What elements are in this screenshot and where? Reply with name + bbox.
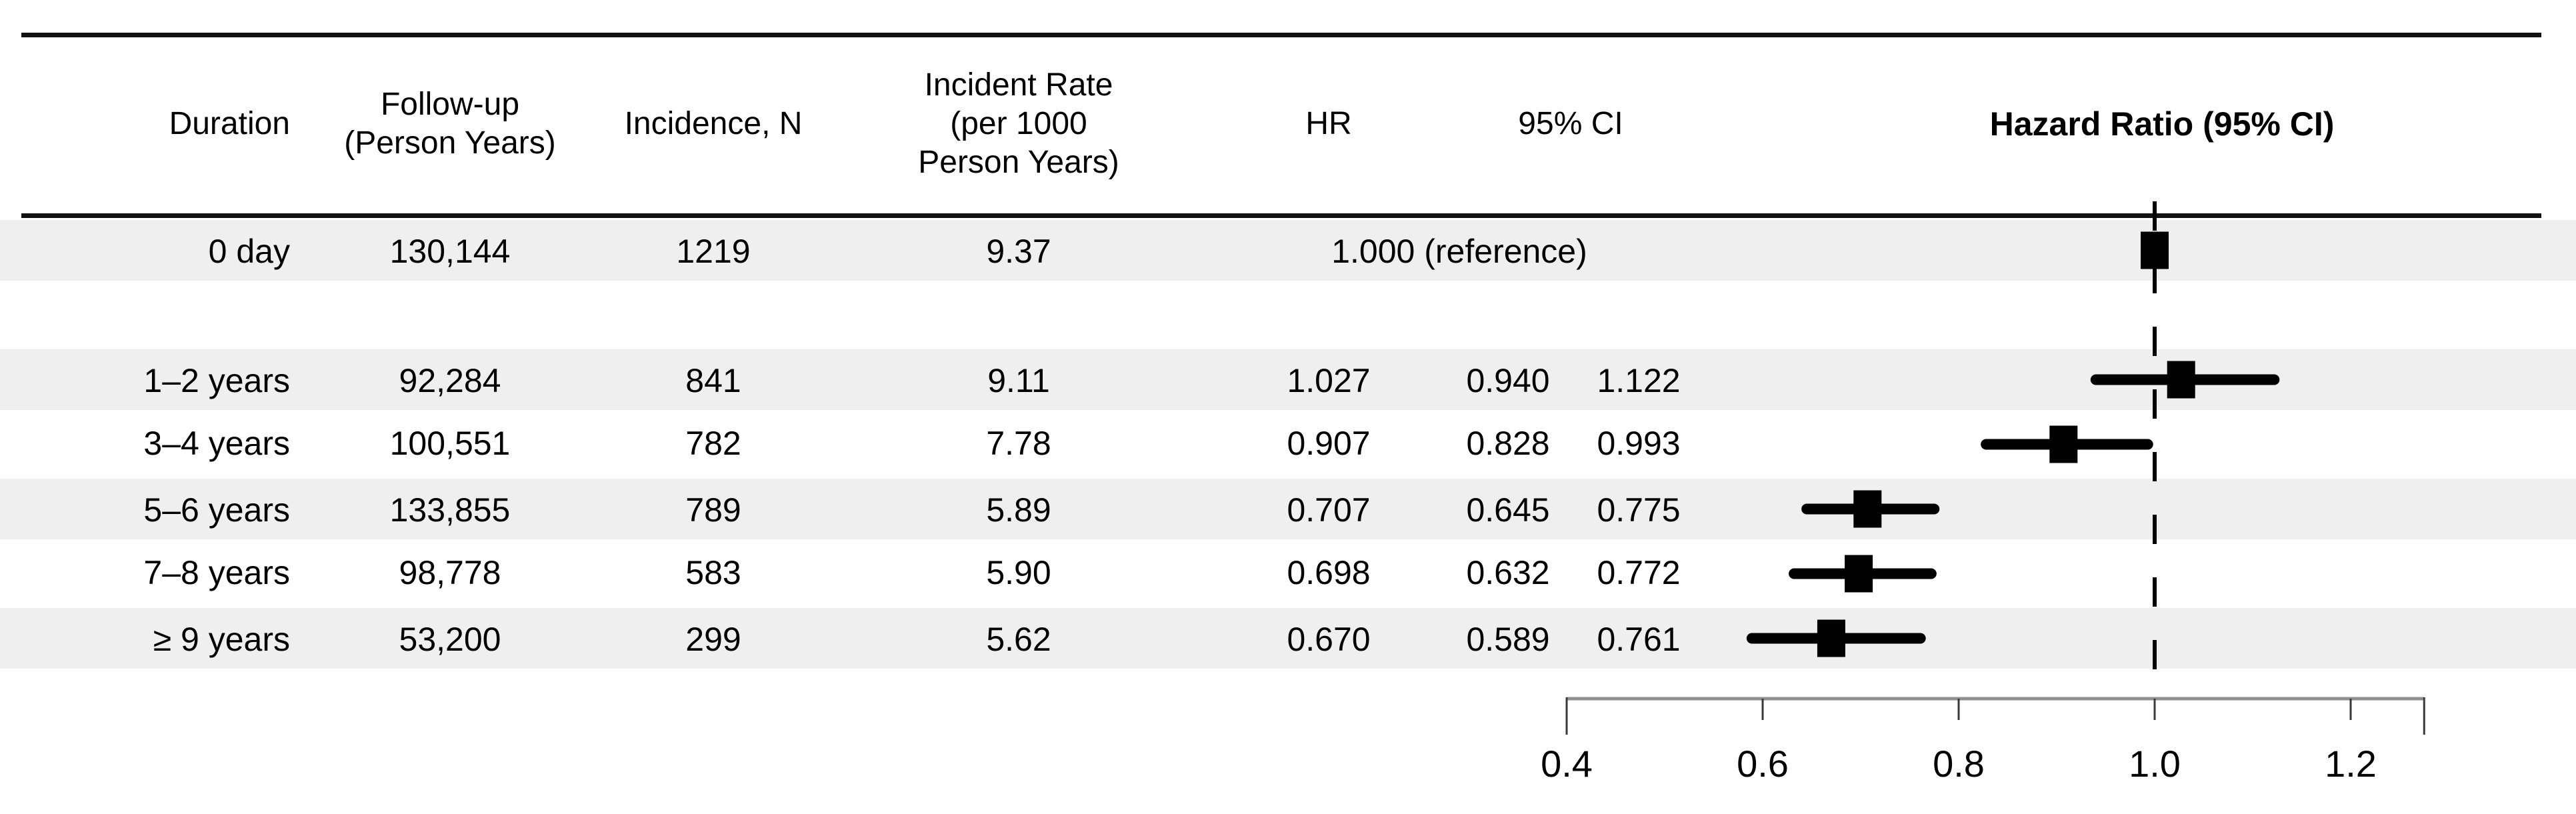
plot-title: Hazard Ratio (95% CI)	[1989, 105, 2335, 143]
incidence-cell: 789	[685, 491, 741, 529]
incidence-cell: 299	[685, 621, 741, 658]
rate-cell: 5.62	[986, 621, 1051, 658]
hr-cell: 0.698	[1287, 554, 1371, 591]
table-row-9plus-years: ≥ 9 years 53,200 299 5.62 0.670 0.589 0.…	[0, 606, 2576, 671]
table-header: Duration Follow-up (Person Years) Incide…	[0, 37, 2576, 211]
axis-tick-label: 1.2	[2325, 743, 2377, 785]
table-row-1-2-years: 1–2 years 92,284 841 9.11 1.027 0.940 1.…	[0, 347, 2576, 412]
ci-low-cell: 0.632	[1466, 554, 1550, 591]
header-followup: Follow-up (Person Years)	[344, 87, 556, 161]
followup-cell: 92,284	[399, 362, 501, 399]
ci-high-cell: 1.122	[1597, 362, 1681, 399]
followup-cell: 98,778	[399, 554, 501, 591]
header-ci: 95% CI	[1518, 106, 1623, 141]
hr-cell: 0.907	[1287, 425, 1371, 462]
incidence-cell: 841	[685, 362, 741, 399]
duration-cell: 5–6 years	[143, 491, 290, 529]
axis-tick-label: 1.0	[2129, 743, 2181, 785]
rate-cell: 9.37	[986, 233, 1051, 270]
table-row-7-8-years: 7–8 years 98,778 583 5.90 0.698 0.632 0.…	[0, 541, 2576, 606]
rate-cell: 7.78	[986, 425, 1051, 462]
ci-low-cell: 0.645	[1466, 491, 1550, 529]
duration-cell: ≥ 9 years	[153, 621, 290, 658]
hr-cell: 0.670	[1287, 621, 1371, 658]
rate-cell: 9.11	[987, 362, 1050, 399]
ci-high-cell: 0.761	[1597, 621, 1681, 658]
duration-cell: 7–8 years	[143, 554, 290, 591]
axis-tick-label: 0.8	[1933, 743, 1985, 785]
duration-cell: 1–2 years	[143, 362, 290, 399]
header-duration: Duration	[169, 106, 290, 141]
ci-low-cell: 0.589	[1466, 621, 1550, 658]
hr-cell: 1.027	[1287, 362, 1371, 399]
axis-tick-label: 0.4	[1541, 743, 1593, 785]
table-row-0day: 0 day 130,144 1219 9.37 1.000 (reference…	[0, 218, 2576, 283]
hr-cell: 0.707	[1287, 491, 1371, 529]
table-body: 0 day 130,144 1219 9.37 1.000 (reference…	[0, 218, 2576, 671]
followup-cell: 130,144	[389, 233, 511, 270]
ci-high-cell: 0.772	[1597, 554, 1681, 591]
incidence-cell: 1219	[676, 233, 751, 270]
header-incident-rate: Incident Rate (per 1000 Person Years)	[918, 67, 1119, 180]
table-row-3-4-years: 3–4 years 100,551 782 7.78 0.907 0.828 0…	[0, 412, 2576, 477]
header-incidence: Incidence, N	[624, 106, 803, 141]
incidence-cell: 782	[685, 425, 741, 462]
followup-cell: 100,551	[389, 425, 511, 462]
axis-tick-label: 0.6	[1737, 743, 1789, 785]
ci-low-cell: 0.828	[1466, 425, 1550, 462]
rate-cell: 5.89	[986, 491, 1051, 529]
ci-high-cell: 0.775	[1597, 491, 1681, 529]
hr-reference-cell: 1.000 (reference)	[1331, 233, 1587, 270]
header-hr: HR	[1305, 106, 1352, 141]
top-rule	[21, 33, 2541, 37]
duration-cell: 0 day	[208, 233, 290, 270]
ci-low-cell: 0.940	[1466, 362, 1550, 399]
followup-cell: 133,855	[389, 491, 511, 529]
rate-cell: 5.90	[986, 554, 1051, 591]
spacer-row	[0, 283, 2576, 347]
followup-cell: 53,200	[399, 621, 501, 658]
incidence-cell: 583	[685, 554, 741, 591]
duration-cell: 3–4 years	[143, 425, 290, 462]
ci-high-cell: 0.993	[1597, 425, 1681, 462]
header-rule	[21, 213, 2541, 218]
table-row-5-6-years: 5–6 years 133,855 789 5.89 0.707 0.645 0…	[0, 477, 2576, 541]
